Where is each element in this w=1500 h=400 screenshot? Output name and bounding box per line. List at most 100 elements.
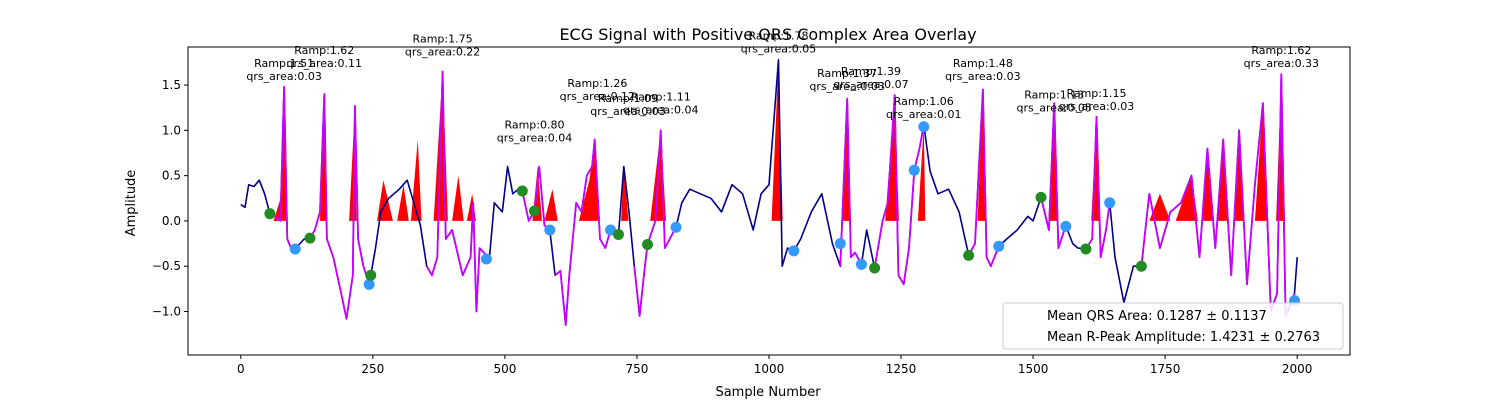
qrs-offset-marker (855, 258, 867, 270)
peak-annotation-line: Ramp:1.06 (894, 95, 954, 108)
qrs-area-fill (397, 184, 409, 221)
qrs-offset-marker (363, 278, 375, 290)
peak-annotation: Ramp:1.75 qrs_area:0.22 (405, 32, 480, 58)
peak-annotation: Ramp:0.80 qrs_area:0.04 (497, 118, 572, 144)
peak-annotation-line: Ramp:1.09 (598, 92, 658, 105)
peak-annotation-line: qrs_area:0.03 (590, 105, 665, 118)
peak-annotation: Ramp:1.37 qrs_area:0.03 (809, 67, 884, 93)
qrs-onset-marker (304, 232, 316, 244)
qrs-onset-marker (1035, 191, 1047, 203)
x-tick-label: 250 (361, 362, 384, 376)
x-tick-label: 1750 (1150, 362, 1181, 376)
peak-annotation-line: qrs_area:0.33 (1244, 57, 1319, 70)
legend: Mean QRS Area: 0.1287 ± 0.1137 Mean R-Pea… (1002, 302, 1344, 350)
x-tick-label: 500 (493, 362, 516, 376)
qrs-onset-marker (528, 205, 540, 217)
y-tick-label: 0.5 (162, 169, 181, 183)
legend-box (1002, 302, 1344, 350)
qrs-onset-marker (963, 249, 975, 261)
x-tick-label: 1500 (1018, 362, 1049, 376)
qrs-segment-line (633, 129, 677, 317)
qrs-segment-line (1085, 115, 1111, 259)
peak-annotation: Ramp:1.09 qrs_area:0.03 (590, 92, 665, 118)
peak-annotation-line: qrs_area:0.12 (560, 90, 635, 103)
peak-annotation-line: qrs_area:0.03 (809, 80, 884, 93)
x-tick-label: 750 (626, 362, 649, 376)
qrs-offset-marker (544, 224, 556, 236)
peak-annotation-line: qrs_area:0.22 (405, 45, 480, 58)
peak-annotation-line: qrs_area:0.04 (623, 103, 698, 116)
qrs-offset-marker (670, 221, 682, 233)
qrs-offset-marker (788, 245, 800, 257)
y-tick-label: 1.5 (162, 78, 181, 92)
x-tick-label: 1250 (886, 362, 917, 376)
qrs-segment-line (425, 70, 488, 313)
qrs-onset-marker (1080, 243, 1092, 255)
axes: 0 250 500 750 1000 1250 1500 1750 2000 −1.0 −0.5 0.… (152, 46, 1351, 376)
qrs-area-fill (917, 124, 926, 221)
qrs-offset-marker (834, 238, 846, 250)
y-tick-label: −1.0 (152, 305, 181, 319)
peak-annotation-line: qrs_area:0.11 (287, 57, 362, 70)
qrs-area-fill (1202, 148, 1213, 221)
peak-annotation-line: Ramp:1.62 (1251, 44, 1311, 57)
qrs-area-fill (1254, 103, 1269, 221)
qrs-area-fill (621, 166, 629, 221)
peak-annotation-line: Ramp:1.75 (413, 32, 473, 45)
peak-annotation-line: Ramp:1.62 (294, 44, 354, 57)
qrs-area-fill (578, 139, 600, 221)
legend-entry: Mean QRS Area: 0.1287 ± 0.1137 (1047, 309, 1267, 324)
peak-annotation: Ramp:1.26 qrs_area:0.12 (560, 77, 635, 103)
qrs-offset-marker (993, 240, 1005, 252)
peak-annotation-line: qrs_area:0.05 (1016, 102, 1091, 115)
qrs-segment-line (967, 88, 1000, 268)
peak-annotation-line: qrs_area:0.03 (945, 70, 1020, 83)
peak-annotation: Ramp:1.48 qrs_area:0.03 (945, 57, 1020, 83)
qrs-area-fill (273, 86, 287, 221)
qrs-onset-marker (516, 185, 528, 197)
peak-annotation-line: Ramp:1.15 (1066, 87, 1126, 100)
peak-annotation: Ramp:1.39 qrs_area:0.07 (833, 65, 908, 91)
peak-annotation-line: qrs_area:0.03 (246, 70, 321, 83)
qrs-segment-line (839, 97, 863, 267)
qrs-offset-marker (1060, 220, 1072, 232)
y-axis-label: Amplitude (124, 170, 139, 237)
peak-annotation-line: qrs_area:0.03 (1059, 100, 1134, 113)
qrs-offset-marker (289, 243, 301, 255)
peak-annotation-line: Ramp:1.11 (631, 90, 691, 103)
peak-annotation-line: Ramp:0.80 (504, 118, 564, 131)
qrs-area-fill (452, 175, 464, 221)
qrs-offset-marker (918, 121, 930, 133)
x-tick-label: 2000 (1282, 362, 1313, 376)
qrs-segment-line (1140, 73, 1296, 317)
qrs-segment-line (1040, 102, 1067, 249)
peak-annotation-line: Ramp:1.48 (953, 57, 1013, 70)
qrs-segment-line (309, 93, 372, 320)
qrs-segment-line (873, 94, 925, 286)
qrs-onset-marker (264, 208, 276, 220)
peak-annotation: Ramp:1.11 qrs_area:0.04 (623, 90, 698, 116)
qrs-offset-marker (1104, 197, 1116, 209)
qrs-area-fill (544, 189, 558, 221)
qrs-onset-marker (869, 262, 881, 274)
peak-annotation: Ramp:1.78 qrs_area:0.05 (741, 30, 816, 56)
x-axis-label: Sample Number (715, 385, 821, 400)
peak-annotation-line: Ramp:1.13 (1024, 89, 1084, 102)
chart-title: ECG Signal with Positive QRS Complex Are… (559, 25, 976, 44)
peak-annotation: Ramp:1.62 qrs_area:0.33 (1244, 44, 1319, 70)
peak-annotation-line: qrs_area:0.07 (833, 78, 908, 91)
peak-annotation-line: Ramp:1.39 (841, 65, 901, 78)
peak-annotation-line: qrs_area:0.04 (497, 131, 572, 144)
peak-annotation-line: Ramp:1.37 (817, 67, 877, 80)
peak-annotation: Ramp:1.13 qrs_area:0.05 (1016, 89, 1091, 115)
peak-annotation-line: qrs_area:0.01 (886, 108, 961, 121)
peak-annotation: Ramp:1.06 qrs_area:0.01 (886, 95, 961, 121)
legend-entry: Mean R-Peak Amplitude: 1.4231 ± 0.2763 (1047, 330, 1320, 345)
qrs-segment-line (521, 165, 551, 231)
qrs-onset-marker (365, 269, 377, 281)
qrs-offset-marker (908, 164, 920, 176)
qrs-area-fill (1218, 139, 1229, 221)
y-tick-label: 1.0 (162, 123, 181, 137)
y-tick-label: −0.5 (152, 259, 181, 273)
